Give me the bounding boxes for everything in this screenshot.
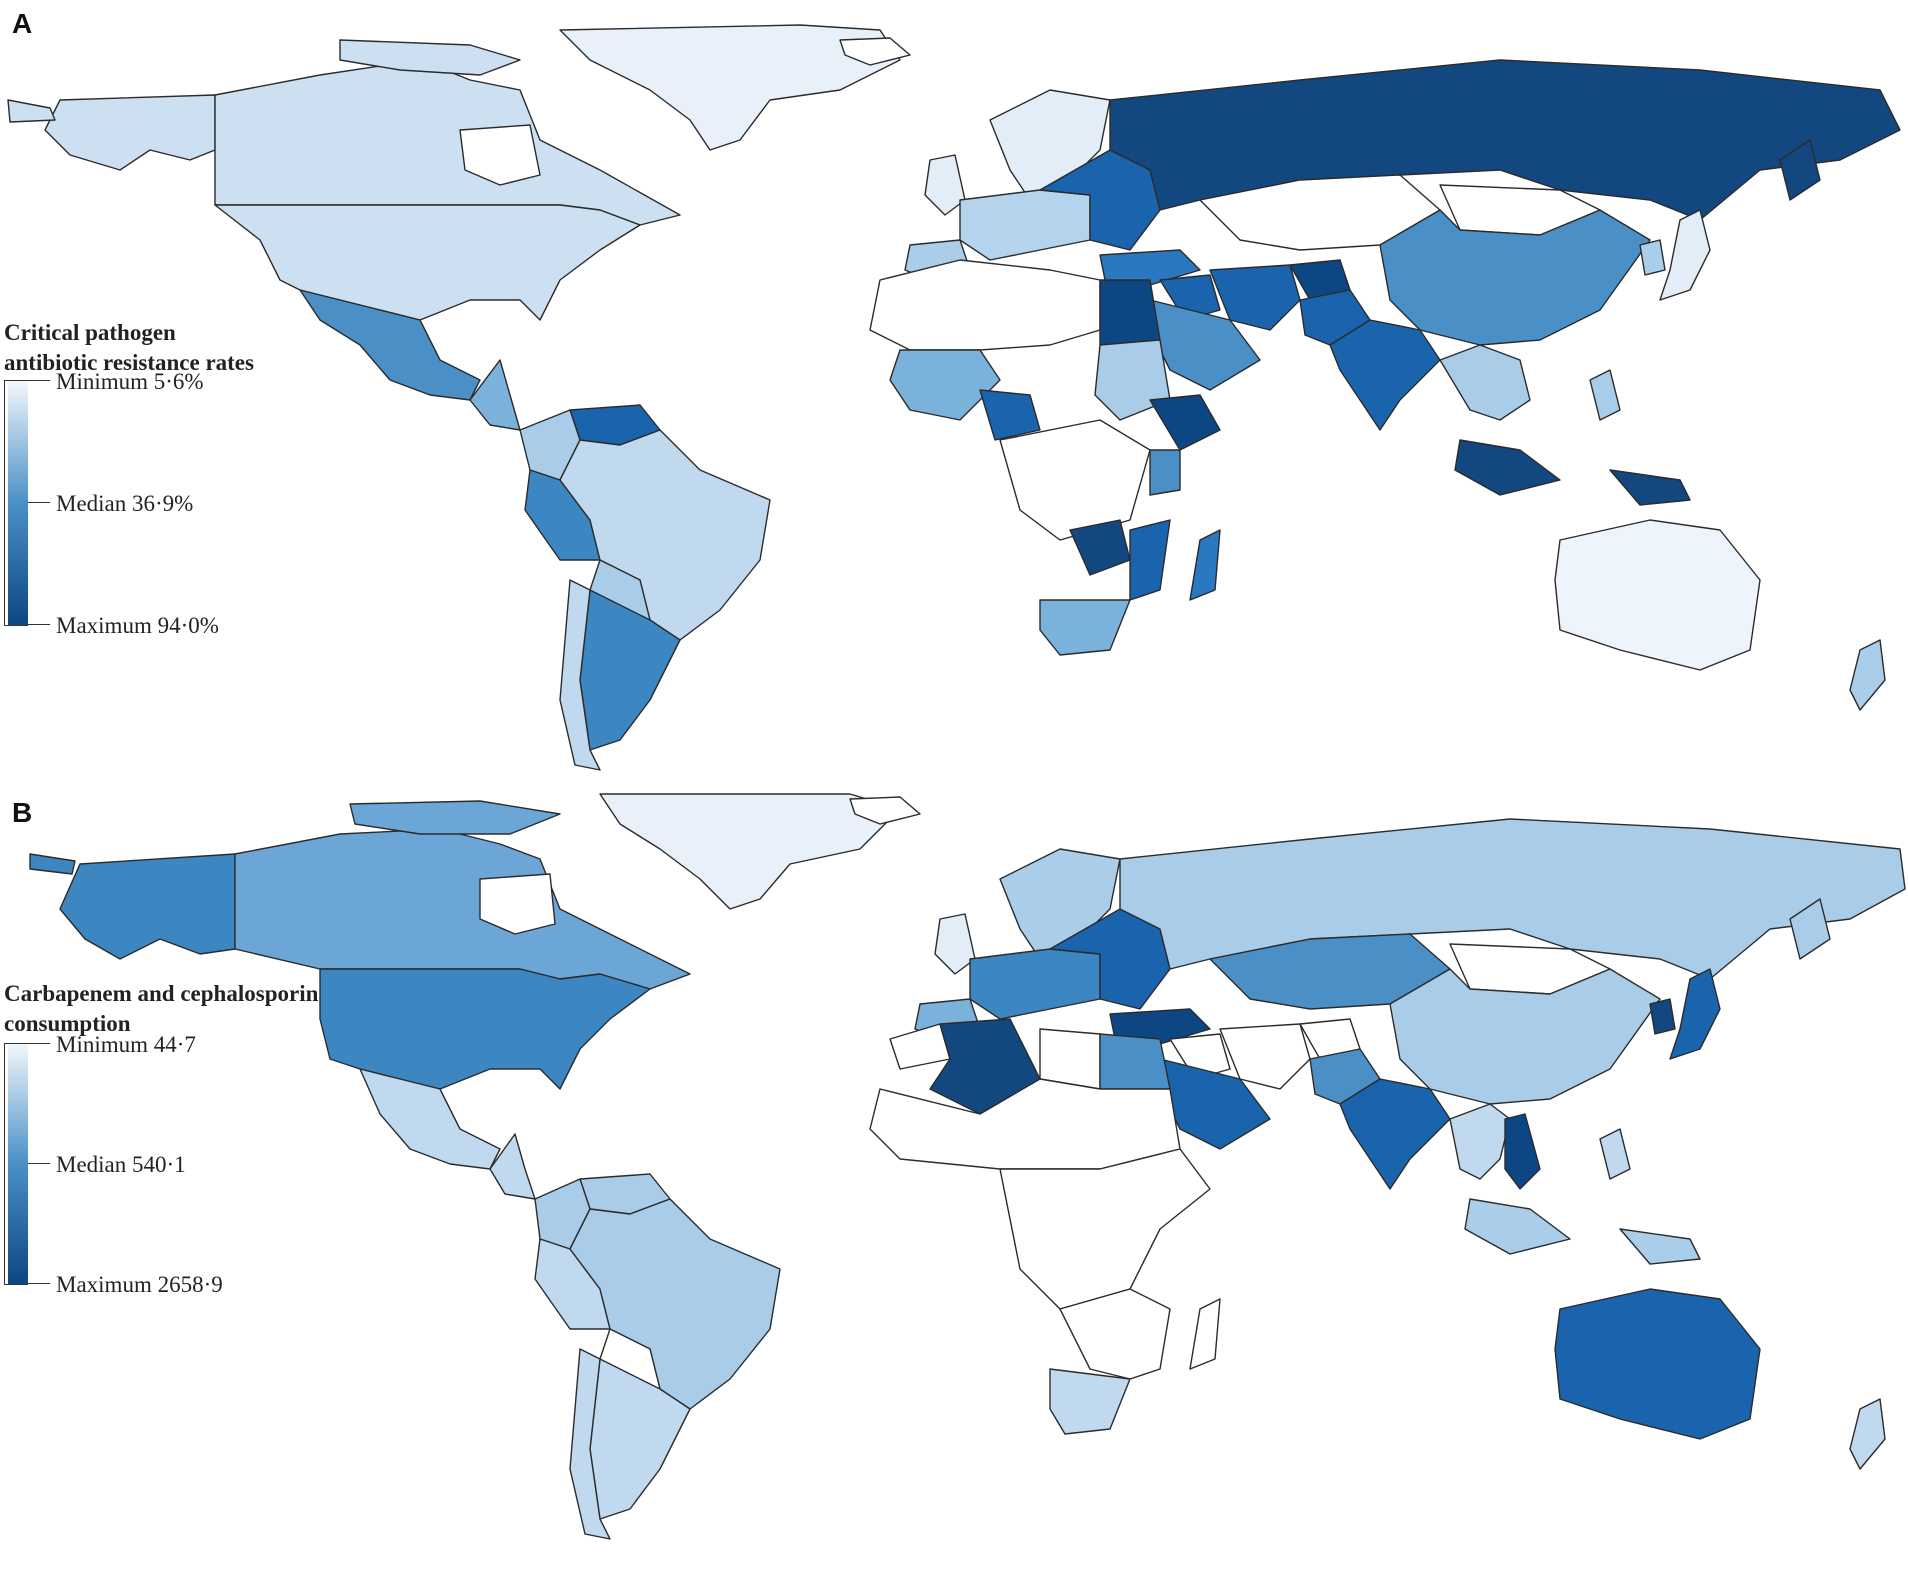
panel-letter-b: B: [12, 797, 33, 828]
region-madagascar: [1189, 529, 1221, 601]
legend-title-line1: Carbapenem and cephalosporin: [4, 981, 319, 1006]
region-ethiopia: [1149, 394, 1221, 451]
panel-a: A: [0, 0, 1908, 788]
region-indonesia: [1454, 439, 1561, 496]
region-chile: [569, 1348, 611, 1540]
legend-tick-max: [28, 1283, 50, 1284]
legend-title-line2: antibiotic resistance rates: [4, 350, 254, 375]
region-kamchatka: [1779, 139, 1821, 201]
region-central-america: [489, 1133, 536, 1200]
region-russia: [1119, 818, 1906, 980]
region-chile: [559, 579, 601, 771]
region-korea: [1639, 239, 1666, 276]
region-mexico: [359, 1068, 501, 1170]
region-south-africa: [1039, 599, 1131, 656]
region-morocco: [889, 1023, 951, 1070]
region-central-america: [469, 359, 521, 431]
region-egypt: [1099, 279, 1161, 346]
region-west-africa: [889, 349, 1001, 421]
region-alaska: [59, 853, 236, 960]
region-central-africa: [999, 419, 1151, 541]
region-uk: [924, 154, 966, 216]
region-central-africa: [999, 1148, 1211, 1310]
region-aleutians: [7, 99, 56, 123]
region-iran: [1219, 1023, 1311, 1090]
region-usa: [214, 204, 641, 321]
legend-tick-median: [28, 502, 50, 503]
region-india: [1329, 319, 1441, 431]
region-australia: [1554, 1288, 1761, 1440]
panel-b: B: [0, 789, 1908, 1577]
region-hudson-bay: [459, 124, 541, 186]
region-southeast-asia: [1449, 1103, 1511, 1180]
region-japan: [1659, 209, 1711, 301]
region-kamchatka: [1789, 898, 1831, 960]
legend-max-label: Maximum 94·0%: [56, 613, 219, 638]
region-hudson-bay: [479, 873, 556, 935]
legend-title-line1: Critical pathogen: [4, 320, 176, 345]
region-south-africa: [1049, 1368, 1131, 1435]
region-philippines: [1599, 1128, 1631, 1180]
legend-min-label: Minimum 44·7: [56, 1032, 196, 1057]
region-indonesia: [1464, 1198, 1571, 1255]
region-southern-africa: [1059, 1288, 1171, 1380]
legend-median-label: Median 36·9%: [56, 491, 194, 516]
legend-median-label: Median 540·1: [56, 1152, 186, 1177]
region-canada: [234, 828, 691, 990]
legend-tick-median: [28, 1163, 50, 1164]
region-nigeria: [979, 389, 1041, 441]
region-europe-west: [969, 948, 1101, 1020]
region-canada-arctic: [339, 39, 521, 76]
region-sahel: [869, 1078, 1181, 1170]
legend-tick-max: [28, 624, 50, 625]
region-alaska: [44, 94, 216, 171]
region-mexico: [299, 289, 481, 401]
region-canada-arctic: [349, 800, 561, 835]
region-brazil: [569, 1198, 781, 1410]
region-new-zealand: [1849, 1398, 1886, 1470]
region-india: [1339, 1078, 1451, 1190]
region-china: [1389, 968, 1661, 1105]
region-japan: [1669, 968, 1721, 1060]
region-turkey: [1099, 249, 1201, 286]
region-europe-west: [959, 189, 1091, 261]
region-brazil: [559, 429, 771, 641]
region-korea: [1649, 998, 1676, 1035]
region-north-africa: [869, 259, 1101, 351]
region-kenya: [1149, 449, 1181, 496]
region-philippines: [1589, 369, 1621, 421]
region-iran: [1209, 264, 1301, 331]
region-new-zealand: [1849, 639, 1886, 711]
region-new-guinea: [1609, 469, 1691, 506]
region-aleutians: [29, 853, 76, 875]
region-new-guinea: [1619, 1228, 1701, 1265]
region-russia: [1109, 59, 1901, 221]
legend-max-label: Maximum 2658·9: [56, 1272, 223, 1297]
region-canada: [214, 59, 681, 226]
region-china: [1379, 209, 1651, 346]
legend-color-bar: [4, 1043, 28, 1285]
region-usa: [319, 968, 651, 1090]
world-map-a: [7, 24, 1901, 771]
region-egypt: [1099, 1033, 1171, 1090]
region-zimbabwe: [1069, 519, 1131, 576]
region-australia: [1554, 519, 1761, 671]
legend-tick-min: [28, 1043, 50, 1044]
region-vietnam: [1504, 1113, 1541, 1190]
legend-color-bar: [4, 380, 28, 626]
region-mozambique: [1129, 519, 1171, 601]
region-southeast-asia: [1439, 344, 1531, 421]
legend-title-line2: consumption: [4, 1011, 131, 1036]
legend-tick-min: [28, 380, 50, 381]
region-greenland: [559, 24, 901, 151]
region-uk: [934, 913, 976, 975]
region-iceland: [849, 796, 921, 825]
legend-min-label: Minimum 5·6%: [56, 369, 204, 394]
region-madagascar: [1189, 1298, 1221, 1370]
region-iceland: [839, 37, 911, 66]
world-map-b: [29, 793, 1906, 1540]
panel-letter-a: A: [12, 8, 33, 39]
